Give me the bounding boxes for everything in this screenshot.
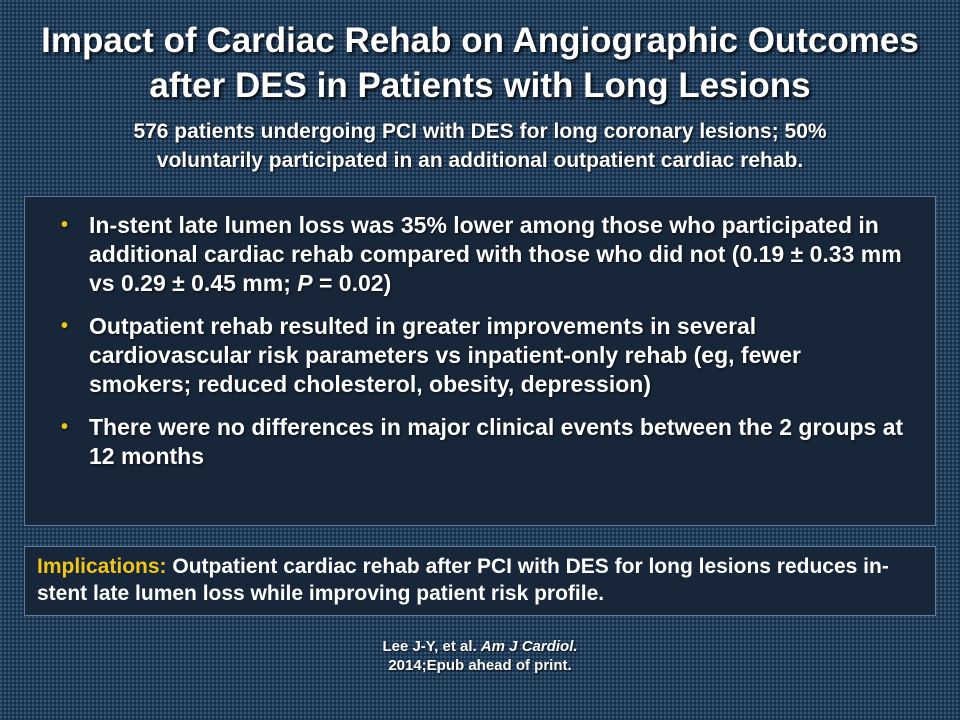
finding-item-2: • Outpatient rehab resulted in greater i… [61,312,905,399]
subtitle-line-2: voluntarily participated in an additiona… [156,149,804,172]
slide-subtitle: 576 patients undergoing PCI with DES for… [20,117,940,175]
title-line-1: Impact of Cardiac Rehab on Angiographic … [41,21,919,60]
bullet-icon: • [61,214,69,236]
finding-3-text: There were no differences in major clini… [89,414,904,469]
citation-authors: Lee J-Y, et al. [382,638,481,655]
finding-item-1: • In-stent late lumen loss was 35% lower… [61,211,905,298]
citation: Lee J-Y, et al. Am J Cardiol. 2014;Epub … [0,637,960,675]
bullet-icon: • [61,315,69,337]
findings-box: • In-stent late lumen loss was 35% lower… [24,196,936,526]
finding-1-text: In-stent late lumen loss was 35% lower a… [89,212,902,296]
bullet-icon: • [61,416,69,438]
subtitle-line-1: 576 patients undergoing PCI with DES for… [133,120,827,143]
finding-item-3: • There were no differences in major cli… [61,413,905,471]
title-line-2: after DES in Patients with Long Lesions [149,66,811,105]
finding-1-p-value: = 0.02) [312,270,392,296]
slide-title: Impact of Cardiac Rehab on Angiographic … [0,18,960,108]
finding-1-p-symbol: P [297,270,313,296]
citation-journal: Am J Cardiol. [480,638,578,655]
finding-2-text: Outpatient rehab resulted in greater imp… [89,313,802,397]
implications-text: Outpatient cardiac rehab after PCI with … [37,555,889,605]
findings-list: • In-stent late lumen loss was 35% lower… [25,197,935,471]
implications-label: Implications: [37,555,167,578]
citation-date: 2014;Epub ahead of print. [388,657,572,674]
implications-box: Implications: Outpatient cardiac rehab a… [24,546,936,616]
